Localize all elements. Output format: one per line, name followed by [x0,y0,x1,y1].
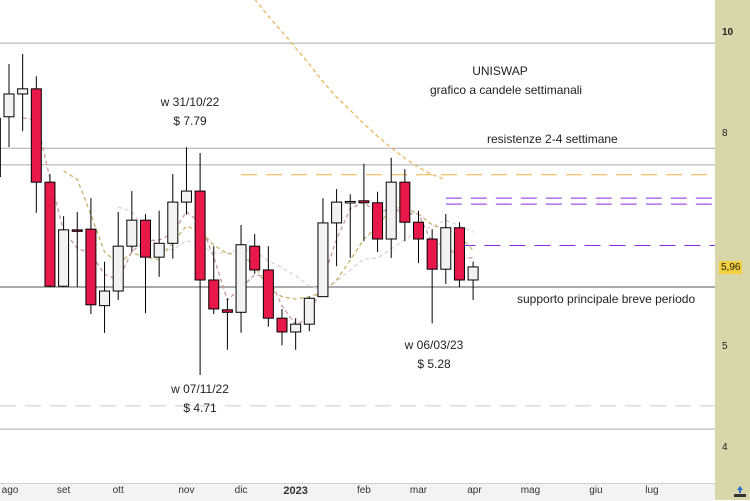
candle-down [72,230,82,232]
last-price-badge: 5,96 [719,261,742,274]
x-tick-label: 2023 [283,485,307,497]
candle-up [154,243,164,257]
candle-up [468,267,478,280]
candle-up [332,202,342,223]
candle-down [414,222,424,239]
y-tick-label: 5 [722,341,728,352]
candle-down [400,182,410,222]
candle-up [318,223,328,297]
candle-down [195,191,205,280]
candle-down [250,246,260,270]
candle-up [168,202,178,243]
candle-up [4,94,14,117]
candle-down [359,201,369,203]
candle-down [209,280,219,309]
candle-up [304,298,314,324]
low2-annotation: w 06/03/23$ 5.28 [384,336,484,374]
candle-up [345,201,355,203]
support-label: supporto principale breve periodo [517,290,695,309]
x-tick-label: apr [467,485,481,496]
x-tick-label: mar [410,485,427,496]
candle-up [291,324,301,332]
x-tick-label: giu [589,485,602,496]
candle-down [222,310,232,313]
x-tick-label: mag [521,485,540,496]
candle-up [100,291,110,306]
x-tick-label: dic [235,485,248,496]
x-tick-label: set [57,485,70,496]
candle-up [441,228,451,269]
moving-average-long [255,0,446,180]
candle-down [31,89,41,182]
x-tick-label: ago [2,485,19,496]
candle-up [127,220,137,246]
candle-up [181,191,191,202]
x-tick-label: feb [357,485,371,496]
y-tick-label: 8 [722,128,728,139]
candle-down [45,182,55,286]
candle-down [263,270,273,318]
candle-down [427,239,437,269]
candle-down [373,203,383,239]
high-annotation: w 31/10/22$ 7.79 [140,93,240,131]
low-annotation: w 07/11/22$ 4.71 [150,380,250,418]
candlestick-chart [0,0,715,483]
x-tick-label: lug [645,485,658,496]
candle-up [18,89,28,94]
candle-up [59,230,69,286]
candle-up [236,245,246,313]
candle-up [386,182,396,239]
y-tick-label: 4 [722,442,728,453]
resistance-label: resistenze 2-4 settimane [487,130,618,149]
candle-down [277,318,287,332]
y-axis-panel[interactable] [715,0,750,500]
candle-up [113,246,123,291]
x-tick-label: ott [113,485,124,496]
y-tick-label: 10 [722,27,733,38]
scroll-to-latest-icon[interactable] [733,485,747,498]
x-tick-label: nov [178,485,194,496]
chart-subtitle: grafico a candele settimanali [430,83,582,97]
candle-down [454,228,464,280]
candle-down [141,220,151,257]
candle-down [86,229,96,305]
